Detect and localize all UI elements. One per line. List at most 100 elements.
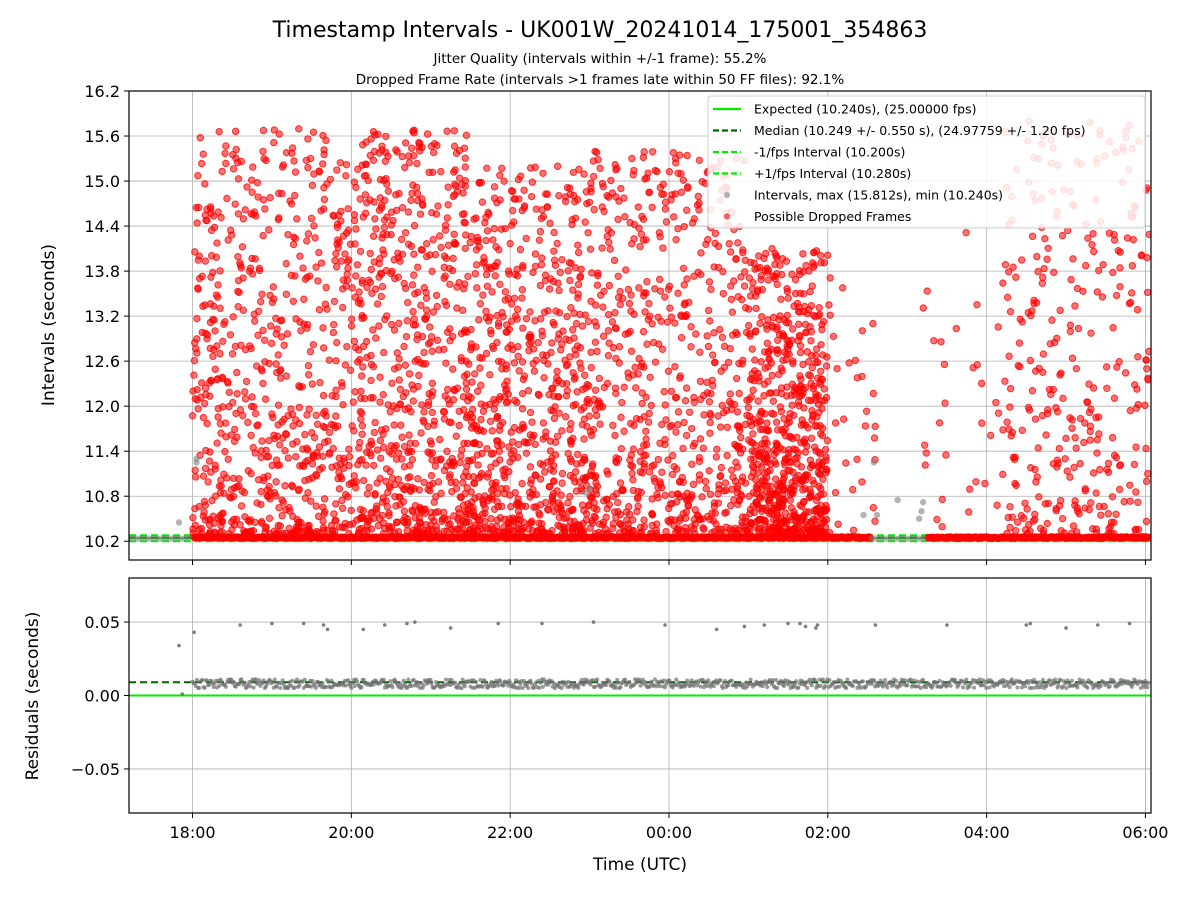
- dropped-frame-point: [392, 455, 401, 463]
- dropped-frame-point: [324, 437, 332, 445]
- dropped-frame-point: [433, 302, 441, 311]
- dropped-frame-point: [627, 347, 636, 355]
- dropped-frame-point: [314, 277, 322, 285]
- dropped-frame-point: [428, 408, 437, 417]
- dropped-frame-point: [518, 479, 526, 488]
- dropped-frame-point: [572, 468, 580, 476]
- dropped-frame-point: [518, 294, 526, 302]
- dropped-frame-point: [760, 254, 768, 263]
- dropped-frame-point: [801, 435, 809, 443]
- dropped-frame-point: [545, 285, 554, 293]
- dropped-frame-point: [552, 307, 560, 315]
- dropped-frame-point: [468, 456, 477, 464]
- dropped-frame-point: [450, 127, 459, 135]
- residual-point: [474, 679, 479, 684]
- dropped-frame-point: [1132, 488, 1140, 496]
- dropped-frame-point: [661, 205, 670, 213]
- dropped-frame-point: [779, 356, 787, 365]
- dropped-frame-point: [497, 225, 505, 233]
- dropped-frame-point: [604, 529, 612, 538]
- dropped-frame-point: [1081, 504, 1089, 512]
- residual-point: [352, 683, 357, 688]
- dropped-frame-point: [608, 318, 617, 326]
- dropped-frame-point: [204, 478, 212, 486]
- dropped-frame-point: [358, 141, 367, 149]
- dropped-frame-point: [275, 503, 283, 512]
- dropped-frame-point: [727, 466, 736, 474]
- dropped-frame-point: [1068, 529, 1076, 537]
- residual-point: [433, 679, 438, 684]
- dropped-frame-point: [993, 501, 1001, 509]
- dropped-frame-point: [820, 385, 829, 393]
- dropped-frame-point: [376, 373, 384, 381]
- dropped-frame-point: [1049, 268, 1058, 277]
- dropped-frame-point: [376, 474, 384, 483]
- dropped-frame-point: [395, 355, 403, 363]
- dropped-frame-point: [457, 353, 465, 362]
- dropped-frame-point: [440, 415, 449, 423]
- dropped-frame-point: [616, 510, 625, 519]
- dropped-frame-point: [274, 421, 282, 429]
- dropped-frame-point: [223, 194, 231, 203]
- dropped-frame-point: [1134, 498, 1142, 506]
- dropped-frame-point: [476, 300, 485, 308]
- residual-point: [343, 683, 348, 688]
- dropped-frame-point: [422, 306, 431, 314]
- residual-point: [204, 678, 209, 683]
- dropped-frame-point: [651, 358, 660, 366]
- dropped-frame-point: [724, 358, 733, 367]
- dropped-frame-point: [807, 337, 815, 345]
- dropped-frame-point: [237, 502, 246, 510]
- dropped-frame-point: [420, 408, 428, 416]
- dropped-frame-point: [720, 487, 728, 495]
- dropped-frame-point: [718, 401, 726, 410]
- dropped-frame-point: [351, 293, 359, 301]
- dropped-frame-point: [621, 213, 629, 221]
- dropped-frame-point: [362, 171, 370, 180]
- dropped-frame-point: [367, 360, 376, 369]
- dropped-frame-point: [598, 203, 606, 211]
- dropped-frame-point: [369, 326, 377, 334]
- dropped-frame-point: [498, 164, 506, 172]
- dropped-frame-point: [662, 527, 670, 536]
- dropped-frame-point: [550, 507, 558, 516]
- dropped-frame-point: [603, 379, 612, 388]
- dropped-frame-point: [563, 360, 572, 369]
- dropped-frame-point: [1141, 401, 1149, 410]
- dropped-frame-point: [249, 443, 257, 452]
- dropped-frame-point: [227, 518, 236, 526]
- dropped-frame-point: [819, 475, 827, 483]
- dropped-frame-point: [574, 294, 582, 302]
- dropped-frame-point: [749, 502, 757, 510]
- dropped-frame-point: [351, 272, 360, 280]
- dropped-frame-point: [346, 366, 355, 374]
- dropped-frame-point: [365, 483, 373, 492]
- dropped-frame-point: [762, 451, 770, 459]
- dropped-frame-point: [427, 440, 435, 448]
- dropped-frame-point: [356, 505, 365, 514]
- dropped-frame-point: [1023, 529, 1032, 538]
- dropped-frame-point: [600, 287, 608, 295]
- dropped-frame-point: [434, 202, 442, 210]
- dropped-frame-point: [606, 245, 614, 253]
- dropped-frame-point: [738, 295, 746, 304]
- dropped-frame-point: [786, 466, 794, 475]
- dropped-frame-point: [417, 301, 425, 310]
- dropped-frame-point: [292, 416, 300, 424]
- dropped-frame-point: [557, 346, 565, 354]
- dropped-frame-point: [1034, 444, 1042, 452]
- dropped-frame-point: [667, 195, 675, 204]
- dropped-frame-point: [786, 457, 794, 466]
- residual-point: [429, 681, 434, 686]
- dropped-frame-point: [363, 526, 371, 534]
- dropped-frame-point: [732, 328, 740, 337]
- dropped-frame-point: [229, 165, 238, 173]
- dropped-frame-point: [696, 435, 705, 443]
- dropped-frame-point: [591, 386, 600, 394]
- dropped-frame-point: [384, 187, 393, 195]
- dropped-frame-point: [557, 491, 565, 499]
- dropped-frame-point: [587, 363, 596, 372]
- dropped-frame-point: [813, 413, 821, 421]
- dropped-frame-point: [415, 486, 423, 494]
